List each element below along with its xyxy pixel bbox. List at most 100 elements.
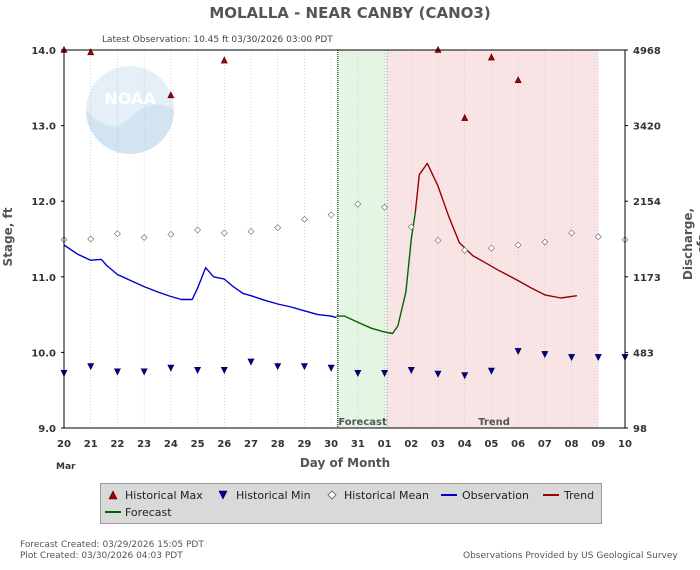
y-left-tick-label: 14.0 [31,46,56,57]
hmin-marker [541,351,549,359]
hmin-marker [461,372,469,380]
legend-min-icon [218,490,228,503]
x-tick-label: 21 [84,439,98,450]
trend-region [387,50,599,428]
hmean-marker [301,215,308,223]
y-right-tick-label: 2154 [633,197,661,208]
y-right-tick-label: 1173 [633,273,661,284]
x-tick-label: 10 [618,439,632,450]
hmean-marker [327,211,335,219]
y-left-tick-label: 12.0 [31,197,56,208]
hmean-marker [140,234,148,241]
x-tick-label: 09 [591,439,605,450]
trend-line [414,162,577,299]
hmin-marker [274,363,282,371]
hmin-marker [247,358,255,366]
trend-region-label: Trend [478,417,510,428]
hmean-marker [434,237,442,244]
x-tick-label: 23 [137,439,151,450]
hmin-marker [113,368,121,376]
usgs-credit: Observations Provided by US Geological S… [463,551,678,561]
hmean-marker [114,230,121,238]
hmean-marker [247,228,255,235]
series-layer [63,162,577,335]
legend-fcst-icon [105,507,123,520]
x-tick-label: 03 [431,439,445,450]
legend: Historical Max Historical Min Historical… [100,483,602,524]
x-tick-label: 05 [484,439,498,450]
x-tick-label: 20 [57,439,71,450]
marker-layer [60,45,629,380]
y-axis-right-label: Discharge, cfs [681,207,700,281]
hmin-marker [194,366,202,374]
y-right-tick-label: 98 [633,424,647,435]
hmin-marker [300,363,308,371]
x-tick-label: 28 [271,439,285,450]
forecast-region [337,50,388,428]
legend-trend-label: Trend [564,489,595,502]
x-tick-label: 06 [511,439,525,450]
legend-max-label: Historical Max [125,489,203,502]
hmin-marker [140,368,148,376]
x-tick-label: 31 [351,439,365,450]
legend-trend-icon [543,490,561,503]
obs-line [63,244,337,319]
y-left-tick-label: 13.0 [31,122,56,133]
hmax-marker [487,53,495,61]
y-left-tick-label: 10.0 [31,348,56,359]
hmean-marker [87,235,95,243]
hmean-marker [220,229,228,237]
hmax-marker [461,113,469,121]
hmean-marker [488,244,495,252]
hmin-marker [167,364,175,372]
hmean-marker [594,233,602,241]
hmean-marker [354,200,362,208]
x-tick-label: 27 [244,439,258,450]
legend-max-icon [108,490,118,503]
hmin-marker [594,354,602,362]
y-axis-left-label: Stage, ft [1,207,15,267]
x-tick-label: 29 [297,439,311,450]
hmax-marker [87,48,95,56]
x-tick-label: 24 [164,439,178,450]
month-label: Mar [56,462,76,472]
x-tick-label: 01 [378,439,392,450]
noaa-logo-text: NOAA [104,89,156,108]
x-tick-label: 26 [217,439,231,450]
chart-title: MOLALLA - NEAR CANBY (CANO3) [209,4,491,22]
hmean-marker [541,238,549,246]
y-right-tick-label: 3420 [633,122,661,133]
legend-obs-icon [441,490,459,503]
hmin-marker [87,363,95,371]
background-layer [337,50,599,428]
x-axis-label: Day of Month [299,456,391,470]
x-tick-label: 25 [191,439,205,450]
hmax-marker [220,56,228,64]
hmean-marker [167,231,175,238]
legend-fcst-label: Forecast [125,506,172,519]
hmin-marker [514,348,522,356]
forecast-created: Forecast Created: 03/29/2026 15:05 PDT [20,540,204,550]
legend-min-label: Historical Min [236,489,311,502]
hmean-marker [568,229,575,237]
hmin-marker [434,370,442,378]
x-tick-label: 22 [110,439,124,450]
hmin-marker [568,354,576,362]
forecast-region-label: Forecast [338,417,387,428]
hmean-marker [461,246,469,254]
x-tick-label: 08 [565,439,579,450]
x-tick-label: 02 [404,439,418,450]
y-right-tick-label: 483 [633,348,654,359]
legend-obs-label: Observation [462,489,529,502]
y-right-tick-label: 4968 [633,46,661,57]
hmean-marker [194,226,201,234]
legend-mean-label: Historical Mean [344,489,429,502]
noaa-logo: NOAA [86,66,174,154]
legend-mean-icon [327,490,337,503]
plot-created: Plot Created: 03/30/2026 04:03 PDT [20,551,183,561]
latest-observation: Latest Observation: 10.45 ft 03/30/2026 … [102,35,333,45]
x-tick-label: 07 [538,439,552,450]
hmean-marker [514,241,522,249]
hmin-marker [220,366,228,374]
hmean-marker [407,223,415,231]
